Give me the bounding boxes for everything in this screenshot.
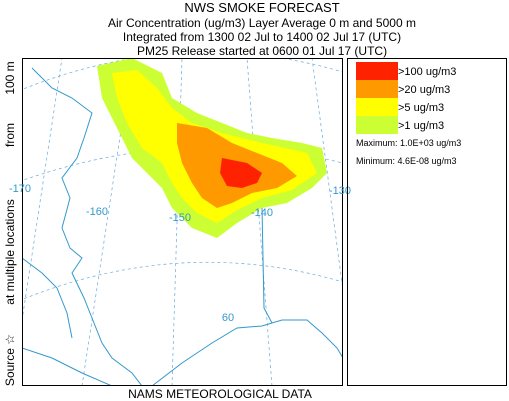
subtitle: Air Concentration (ug/m3) Layer Average … (108, 16, 416, 30)
lat-label: 60 (222, 312, 234, 324)
legend-swatch (356, 116, 398, 134)
coast (31, 67, 143, 386)
side-label-part: Source ☆ (3, 334, 17, 386)
legend-swatch (356, 62, 398, 80)
subtitle: PM25 Release started at 0600 01 Jul 17 (… (137, 44, 387, 58)
legend-frame (347, 58, 507, 386)
map (22, 58, 343, 386)
side-label-part: at multiple locations (3, 199, 17, 304)
side-label-part: 100 m (3, 61, 17, 94)
side-label: Source ☆ at multiple locations from 100 … (3, 61, 17, 386)
lon-label: -140 (251, 207, 273, 219)
legend-label: >20 ug/m3 (398, 84, 450, 96)
legend: >100 ug/m3 >20 ug/m3 >5 ug/m3 >1 ug/m3 (356, 62, 456, 134)
grid-line (246, 58, 273, 386)
map-labels: -170 -160 -150 -140 -130 60 (9, 183, 351, 324)
legend-swatch (356, 98, 398, 116)
legend-label: >1 ug/m3 (398, 120, 444, 132)
lon-label: -170 (9, 183, 31, 195)
title: NWS SMOKE FORECAST (184, 0, 339, 15)
lon-label: -160 (86, 206, 108, 218)
lon-label: -150 (169, 212, 191, 224)
border (261, 207, 273, 324)
legend-swatch (356, 80, 398, 98)
maximum: Maximum: 1.0E+03 ug/m3 (356, 138, 461, 148)
smoke-plume (97, 58, 327, 238)
side-label-part: from (3, 123, 17, 147)
legend-label: >100 ug/m3 (398, 66, 456, 78)
coast (22, 257, 73, 339)
grid-line (22, 262, 343, 300)
map-frame (22, 58, 343, 386)
footer: NAMS METEOROLOGICAL DATA (128, 387, 312, 401)
grid-line (22, 58, 343, 90)
grid-line (171, 58, 183, 386)
grid-line (22, 146, 343, 181)
grid-line (22, 58, 63, 323)
legend-label: >5 ug/m3 (398, 102, 444, 114)
plume-area (220, 158, 262, 188)
coast (22, 347, 113, 386)
grid-line (311, 58, 343, 294)
subtitle: Integrated from 1300 02 Jul to 1400 02 J… (123, 30, 401, 44)
coastline (22, 67, 343, 386)
lon-label: -130 (329, 185, 351, 197)
minimum: Minimum: 4.6E-08 ug/m3 (356, 156, 457, 166)
